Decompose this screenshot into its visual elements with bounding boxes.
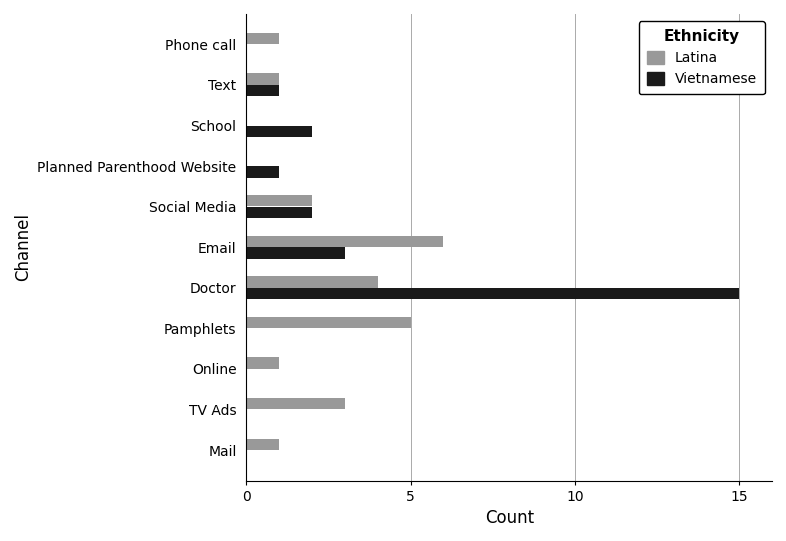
Bar	[246, 195, 312, 207]
Bar	[246, 247, 345, 259]
X-axis label: Count: Count	[485, 509, 534, 527]
Legend: Latina, Vietnamese: Latina, Vietnamese	[638, 21, 765, 94]
Bar	[246, 276, 378, 288]
Bar	[246, 439, 279, 450]
Bar	[246, 166, 279, 177]
Bar	[246, 288, 740, 299]
Bar	[246, 207, 312, 218]
Bar	[246, 33, 279, 44]
Y-axis label: Channel: Channel	[14, 213, 32, 281]
Bar	[246, 85, 279, 96]
Bar	[246, 358, 279, 369]
Bar	[246, 236, 443, 247]
Bar	[246, 398, 345, 410]
Bar	[246, 126, 312, 137]
Bar	[246, 317, 410, 328]
Bar	[246, 74, 279, 85]
